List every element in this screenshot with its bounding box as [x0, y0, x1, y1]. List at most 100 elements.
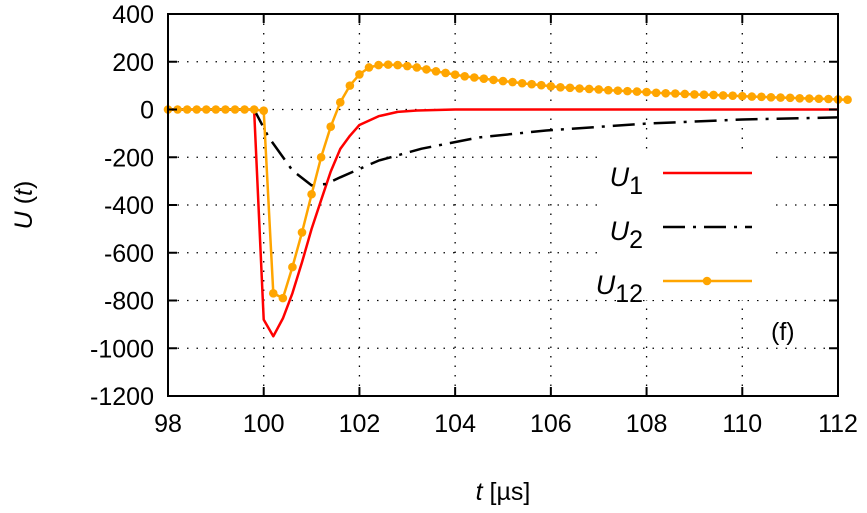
data-point-U12 [623, 86, 632, 96]
data-point-U12 [575, 84, 584, 93]
data-point-U12 [450, 70, 460, 79]
data-point-U12 [441, 68, 450, 78]
legend-subscript: 2 [629, 226, 643, 254]
data-point-U12 [632, 87, 642, 96]
data-point-U12 [412, 63, 422, 72]
data-point-U12 [690, 90, 699, 99]
data-point-U12 [737, 91, 747, 101]
data-point-U12 [479, 74, 489, 84]
data-point-U12 [268, 289, 278, 298]
x-tick-label: 110 [722, 410, 762, 438]
data-point-U12 [776, 93, 785, 102]
data-point-U12 [670, 89, 680, 98]
data-point-U12 [230, 105, 240, 114]
x-tick-label: 108 [626, 410, 668, 438]
y-tick-label: -200 [104, 144, 154, 172]
data-point-U12 [355, 70, 364, 79]
data-point-U12 [804, 94, 814, 103]
data-point-U12 [307, 189, 316, 199]
data-point-U12 [249, 105, 259, 114]
legend-background [598, 150, 770, 300]
legend-var: U [596, 270, 616, 300]
data-point-U12 [498, 76, 508, 86]
legend-label-U12: U12 [596, 270, 643, 308]
data-point-U12 [460, 72, 470, 81]
series-layer [163, 60, 852, 338]
x-tick-label: 104 [434, 410, 476, 438]
y-tick-label: -1000 [90, 335, 154, 363]
legend-label-U1: U1 [610, 162, 643, 200]
data-point-U12 [661, 88, 671, 98]
data-point-U12 [422, 65, 431, 74]
y-tick-label: 400 [112, 1, 154, 29]
data-point-U12 [201, 105, 211, 114]
y-axis-close: ) [10, 181, 38, 189]
y-axis-open: ( [10, 195, 38, 211]
legend-subscript: 12 [615, 280, 643, 308]
data-point-U12 [192, 105, 202, 114]
data-point-U12 [824, 94, 833, 104]
data-point-U12 [613, 86, 623, 95]
data-point-U12 [556, 82, 565, 92]
y-tick-label: 0 [140, 97, 154, 125]
data-point-U12 [795, 93, 805, 103]
data-point-U12 [402, 61, 412, 71]
data-point-U12 [728, 91, 738, 100]
y-tick-label: -600 [104, 240, 154, 268]
data-point-U12 [757, 92, 766, 102]
x-axis-label: t [µs] [476, 478, 531, 506]
data-point-U12 [326, 122, 336, 131]
data-point-U12 [364, 63, 374, 72]
legend-var: U [610, 216, 630, 246]
x-tick-label: 98 [154, 410, 182, 438]
data-point-U12 [240, 105, 249, 114]
data-point-U12 [182, 105, 192, 114]
data-point-U12 [709, 90, 718, 100]
data-point-U12 [594, 85, 604, 94]
y-axis-label: U (t) [10, 181, 38, 230]
legend-subscript: 1 [629, 172, 643, 200]
data-point-U12 [211, 105, 221, 114]
data-point-U12 [173, 105, 182, 114]
y-tick-label: -800 [104, 288, 154, 316]
panel-label: (f) [771, 318, 795, 346]
legend-marker-U12 [702, 276, 712, 286]
x-tick-label: 100 [243, 410, 285, 438]
y-tick-label: -1200 [90, 383, 154, 411]
data-point-U12 [297, 228, 307, 237]
data-point-U12 [680, 89, 690, 99]
data-point-U12 [469, 73, 479, 82]
data-point-U12 [546, 82, 556, 91]
data-point-U12 [278, 293, 288, 303]
data-point-U12 [603, 85, 613, 95]
data-point-U12 [651, 88, 661, 98]
data-point-U12 [221, 105, 230, 114]
data-point-U12 [393, 60, 403, 70]
y-axis-var: U [10, 210, 38, 229]
data-point-U12 [335, 98, 345, 107]
series-line-U1 [168, 108, 838, 338]
x-tick-label: 102 [339, 410, 381, 438]
data-point-U12 [383, 60, 393, 69]
data-point-U12 [316, 152, 326, 162]
data-point-U12 [584, 84, 594, 94]
data-point-U12 [747, 92, 757, 101]
data-point-U12 [517, 78, 527, 88]
y-tick-label: -400 [104, 192, 154, 220]
data-point-U12 [431, 67, 441, 76]
y-axis-arg: t [10, 188, 38, 196]
data-point-U12 [642, 87, 651, 97]
data-point-U12 [565, 83, 575, 93]
x-tick-label: 106 [530, 410, 572, 438]
data-point-U12 [766, 93, 776, 102]
data-point-U12 [843, 95, 852, 105]
data-point-U12 [814, 94, 824, 104]
series-line-U2 [168, 108, 839, 187]
data-point-U12 [785, 93, 795, 103]
data-point-U12 [345, 81, 355, 90]
data-point-U12 [699, 90, 709, 99]
x-axis-var: t [476, 478, 484, 506]
x-axis-unit: [µs] [483, 478, 531, 506]
